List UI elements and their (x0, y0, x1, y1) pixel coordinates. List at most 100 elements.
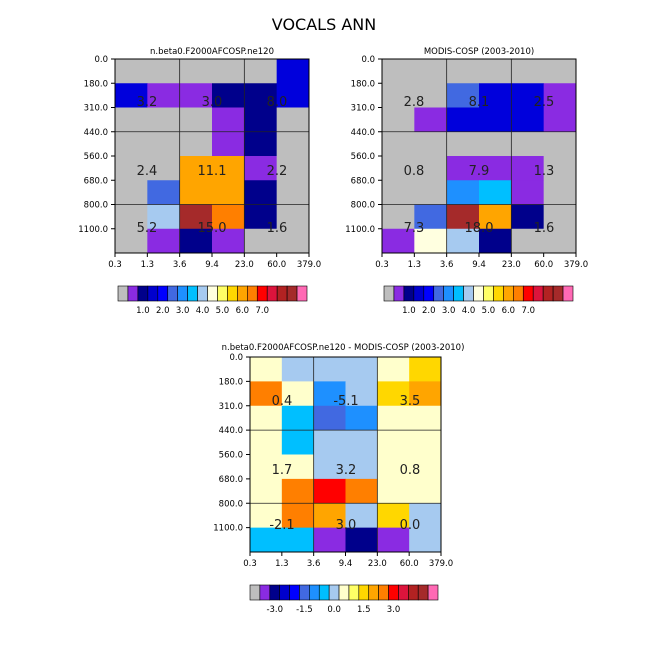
colorbar-swatch (269, 584, 280, 601)
y-tick-label: 0.0 (94, 55, 108, 65)
y-tick-label: 310.0 (219, 402, 243, 412)
colorbar-swatch (237, 285, 248, 302)
heatmap-cell (276, 59, 310, 84)
heatmap-cell (345, 454, 378, 480)
x-tick-label: 1.3 (408, 260, 422, 270)
colorbar-swatch (552, 285, 564, 302)
heatmap-cell (446, 204, 480, 230)
heatmap-cell (479, 107, 512, 133)
data-label: 0.8 (404, 164, 425, 179)
colorbar-swatch (398, 584, 409, 601)
colorbar-swatch (393, 285, 405, 302)
colorbar-swatch (266, 285, 278, 302)
data-label: 1.7 (272, 463, 293, 478)
data-label: 11.1 (198, 164, 227, 179)
data-label: 1.6 (534, 221, 555, 236)
heatmap-cell (409, 527, 442, 553)
heatmap-cell (479, 204, 512, 230)
y-tick-label: 800.0 (219, 499, 243, 509)
heatmap-cell (147, 180, 181, 205)
heatmap-cell (543, 156, 577, 181)
data-label: 2.4 (137, 164, 158, 179)
heatmap-cell (244, 180, 278, 205)
heatmap-cell (147, 59, 181, 84)
y-tick-label: 180.0 (351, 79, 375, 89)
x-tick-label: 60.0 (400, 559, 419, 569)
heatmap-cell (414, 107, 448, 133)
colorbar-swatch (197, 285, 208, 302)
heatmap-cell (179, 107, 213, 133)
heatmap-cell (382, 228, 415, 254)
colorbar-swatch (309, 584, 320, 601)
colorbar-swatch (403, 285, 415, 302)
colorbar-swatch (127, 285, 139, 302)
colorbar-label: 6.0 (236, 306, 250, 316)
colorbar-swatch (137, 285, 149, 302)
heatmap-cell (409, 478, 442, 504)
heatmap-cell (313, 454, 346, 480)
y-tick-label: 560.0 (84, 152, 108, 162)
colorbar-swatch (413, 285, 425, 302)
colorbar-swatch (217, 285, 228, 302)
heatmap-cell (543, 228, 577, 254)
colorbar-swatch (279, 584, 290, 601)
heatmap-cell (446, 180, 480, 205)
panel-model-title: n.beta0.F2000AFCOSP.ne120 (150, 47, 274, 57)
heatmap-cell (147, 204, 181, 230)
heatmap-cell (409, 430, 442, 455)
heatmap-cell (382, 156, 415, 181)
heatmap-cell (414, 204, 448, 230)
heatmap-cell (212, 83, 245, 108)
heatmap-cell (543, 107, 577, 133)
colorbar-swatch (167, 285, 178, 302)
colorbar-swatch (147, 285, 159, 302)
y-tick-label: 310.0 (84, 104, 108, 114)
heatmap-cell (345, 381, 378, 407)
heatmap-cell (276, 204, 310, 230)
heatmap-cell (244, 59, 278, 84)
y-tick-label: 180.0 (219, 377, 243, 387)
heatmap-cell (115, 83, 148, 108)
heatmap-cell (281, 503, 315, 529)
data-label: 3.5 (400, 394, 421, 409)
heatmap-cell (115, 156, 148, 181)
colorbar-swatch (227, 285, 238, 302)
x-tick-label: 379.0 (429, 559, 453, 569)
colorbar-label: 1.5 (357, 605, 371, 615)
heatmap-cell (345, 430, 378, 455)
heatmap-cell (212, 204, 245, 230)
heatmap-cell (382, 59, 415, 84)
heatmap-cell (179, 156, 213, 181)
colorbar-swatch (383, 285, 395, 302)
x-tick-label: 3.6 (440, 260, 454, 270)
colorbar-label: 1.0 (402, 306, 416, 316)
heatmap-cell (281, 430, 315, 455)
colorbar-swatch (117, 285, 129, 302)
heatmap-cell (409, 357, 442, 382)
heatmap-cell (446, 228, 480, 254)
x-tick-label: 60.0 (267, 260, 286, 270)
y-tick-label: 560.0 (351, 152, 375, 162)
heatmap-cell (179, 204, 213, 230)
heatmap-cell (511, 204, 545, 230)
heatmap-cell (250, 405, 283, 431)
heatmap-cell (446, 131, 480, 157)
x-tick-label: 60.0 (534, 260, 553, 270)
heatmap-cell (479, 83, 512, 108)
x-tick-label: 9.4 (205, 260, 219, 270)
y-tick-label: 1100.0 (345, 225, 375, 235)
x-tick-label: 23.0 (368, 559, 387, 569)
x-tick-label: 1.3 (141, 260, 155, 270)
heatmap-cell (382, 107, 415, 133)
heatmap-cell (414, 156, 448, 181)
colorbar-swatch (388, 584, 399, 601)
x-tick-label: 0.3 (108, 260, 122, 270)
heatmap-cell (414, 180, 448, 205)
colorbar-label: 7.0 (521, 306, 535, 316)
colorbar-swatch (378, 584, 389, 601)
heatmap-cell (276, 156, 310, 181)
heatmap-cell (511, 59, 545, 84)
colorbar-label: 0.0 (327, 605, 341, 615)
colorbar-label: 2.0 (422, 306, 436, 316)
heatmap-cell (313, 478, 346, 504)
